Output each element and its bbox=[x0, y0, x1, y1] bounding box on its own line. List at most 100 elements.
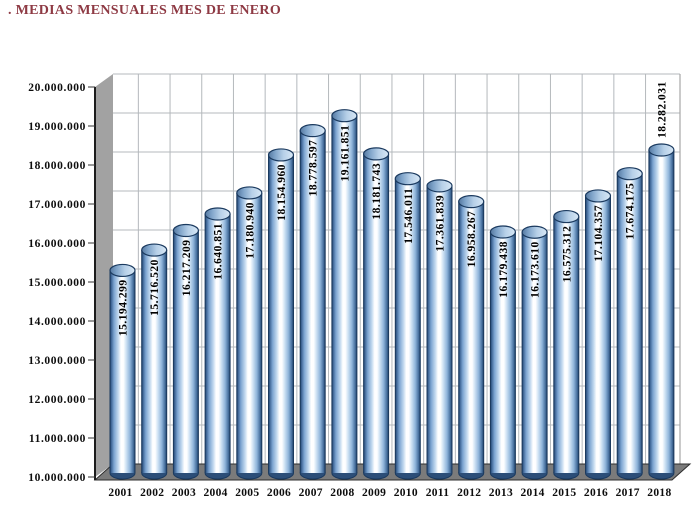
bar-value-label: 19.161.851 bbox=[339, 125, 351, 182]
bar-top-ellipse bbox=[616, 167, 643, 181]
bar-top-ellipse bbox=[426, 179, 453, 193]
bar-2005: 17.180.940 bbox=[236, 186, 263, 480]
bar-body bbox=[110, 270, 135, 473]
bar-body bbox=[300, 130, 326, 474]
y-axis-label-6: 14.000.000 bbox=[28, 316, 86, 328]
bar-body bbox=[363, 153, 389, 473]
bar-value-label: 17.104.357 bbox=[593, 205, 605, 262]
bar-2018: 18.282.031 bbox=[648, 81, 675, 480]
bar-body bbox=[553, 216, 579, 473]
y-axis-label-4: 16.000.000 bbox=[28, 238, 86, 250]
bar-2003: 16.217.209 bbox=[172, 223, 199, 480]
bar-body bbox=[205, 214, 231, 473]
bar-top-ellipse bbox=[584, 189, 612, 203]
y-axis-label-8: 12.000.000 bbox=[28, 394, 86, 406]
bar-2011: 17.361.839 bbox=[426, 179, 453, 480]
x-axis-label-2003: 2003 bbox=[172, 487, 196, 499]
x-axis-label-2012: 2012 bbox=[457, 487, 481, 499]
bar-body bbox=[331, 115, 357, 474]
bar-body bbox=[522, 232, 548, 473]
bar-2013: 16.179.438 bbox=[489, 225, 516, 480]
x-axis-label-2001: 2001 bbox=[108, 487, 132, 499]
bar-body bbox=[236, 192, 262, 473]
bar-top-ellipse bbox=[299, 124, 326, 138]
bar-body bbox=[617, 173, 643, 474]
y-axis-label-0: 20.000.000 bbox=[28, 82, 86, 94]
x-axis-label-2007: 2007 bbox=[299, 487, 323, 499]
y-axis-label-3: 17.000.000 bbox=[28, 199, 86, 211]
bar-body bbox=[585, 195, 611, 473]
x-axis-label-2009: 2009 bbox=[362, 487, 386, 499]
bar-body bbox=[490, 232, 516, 473]
bar-body bbox=[458, 201, 484, 473]
bar-value-label: 16.173.610 bbox=[530, 241, 542, 298]
bar-body bbox=[427, 185, 452, 473]
y-axis-label-7: 13.000.000 bbox=[28, 355, 86, 367]
bar-value-label: 17.361.839 bbox=[435, 195, 447, 252]
bar-2016: 17.104.357 bbox=[584, 189, 612, 480]
bar-top-ellipse bbox=[363, 147, 390, 161]
bar-value-label: 17.546.011 bbox=[403, 188, 415, 244]
bar-top-ellipse bbox=[489, 225, 516, 239]
x-axis-label-2008: 2008 bbox=[330, 487, 354, 499]
y-axis-label-10: 10.000.000 bbox=[28, 472, 86, 484]
bar-2015: 16.575.312 bbox=[553, 209, 580, 480]
x-axis-label-2004: 2004 bbox=[203, 487, 227, 499]
bar-2017: 17.674.175 bbox=[616, 167, 643, 480]
bar-top-ellipse bbox=[204, 207, 231, 221]
bar-body bbox=[268, 154, 294, 474]
bar-value-label: 17.674.175 bbox=[625, 183, 637, 240]
bar-top-ellipse bbox=[553, 209, 580, 224]
bar-2014: 16.173.610 bbox=[521, 225, 548, 480]
bar-value-label: 16.958.267 bbox=[466, 211, 478, 268]
x-axis-label-2013: 2013 bbox=[489, 487, 513, 499]
bar-top-ellipse bbox=[236, 186, 263, 200]
y-axis-label-1: 19.000.000 bbox=[28, 121, 86, 133]
plot-wall-left bbox=[95, 74, 113, 477]
bar-value-label: 16.640.851 bbox=[213, 223, 225, 280]
bar-2012: 16.958.267 bbox=[458, 195, 485, 480]
bar-value-label: 17.180.940 bbox=[244, 202, 256, 259]
x-axis-label-2005: 2005 bbox=[235, 487, 259, 499]
x-axis-label-2011: 2011 bbox=[426, 487, 450, 499]
bar-top-ellipse bbox=[521, 225, 548, 239]
bar-body bbox=[648, 150, 674, 473]
bar-value-label: 18.282.031 bbox=[656, 81, 668, 138]
bar-top-ellipse bbox=[141, 243, 168, 257]
bar-value-label: 18.154.960 bbox=[276, 164, 288, 221]
bar-2002: 15.716.520 bbox=[141, 243, 168, 480]
bar-top-ellipse bbox=[172, 223, 199, 238]
bar-2006: 18.154.960 bbox=[267, 148, 295, 480]
x-axis-label-2017: 2017 bbox=[616, 487, 640, 499]
bar-value-label: 15.716.520 bbox=[149, 259, 161, 316]
bar-value-label: 18.778.597 bbox=[308, 140, 320, 197]
bar-top-ellipse bbox=[458, 195, 485, 209]
x-axis-label-2006: 2006 bbox=[267, 487, 291, 499]
bar-2007: 18.778.597 bbox=[299, 124, 326, 480]
bar-value-label: 16.217.209 bbox=[181, 240, 193, 297]
chart-title: . MEDIAS MENSUALES MES DE ENERO bbox=[8, 3, 282, 18]
bar-2009: 18.181.743 bbox=[363, 147, 390, 480]
x-axis-label-2010: 2010 bbox=[394, 487, 418, 499]
x-axis-label-2014: 2014 bbox=[520, 487, 544, 499]
x-axis-label-2016: 2016 bbox=[584, 487, 608, 499]
bar-value-label: 16.179.438 bbox=[498, 241, 510, 298]
bar-2001: 15.194.299 bbox=[109, 263, 136, 480]
bar-body bbox=[395, 178, 421, 473]
bar-top-ellipse bbox=[109, 263, 136, 278]
bar-top-ellipse bbox=[394, 172, 421, 186]
bar-body bbox=[173, 230, 199, 473]
bar-2004: 16.640.851 bbox=[204, 207, 231, 480]
bar-top-ellipse bbox=[267, 148, 295, 162]
x-axis-label-2015: 2015 bbox=[552, 487, 576, 499]
bar-value-label: 16.575.312 bbox=[561, 226, 573, 283]
x-axis-label-2018: 2018 bbox=[647, 487, 671, 499]
bar-body bbox=[141, 250, 167, 473]
bar-top-ellipse bbox=[648, 143, 675, 157]
bar-value-label: 15.194.299 bbox=[118, 279, 130, 336]
bar-top-ellipse bbox=[331, 109, 358, 123]
y-axis-label-5: 15.000.000 bbox=[28, 277, 86, 289]
y-axis-label-2: 18.000.000 bbox=[28, 160, 86, 172]
